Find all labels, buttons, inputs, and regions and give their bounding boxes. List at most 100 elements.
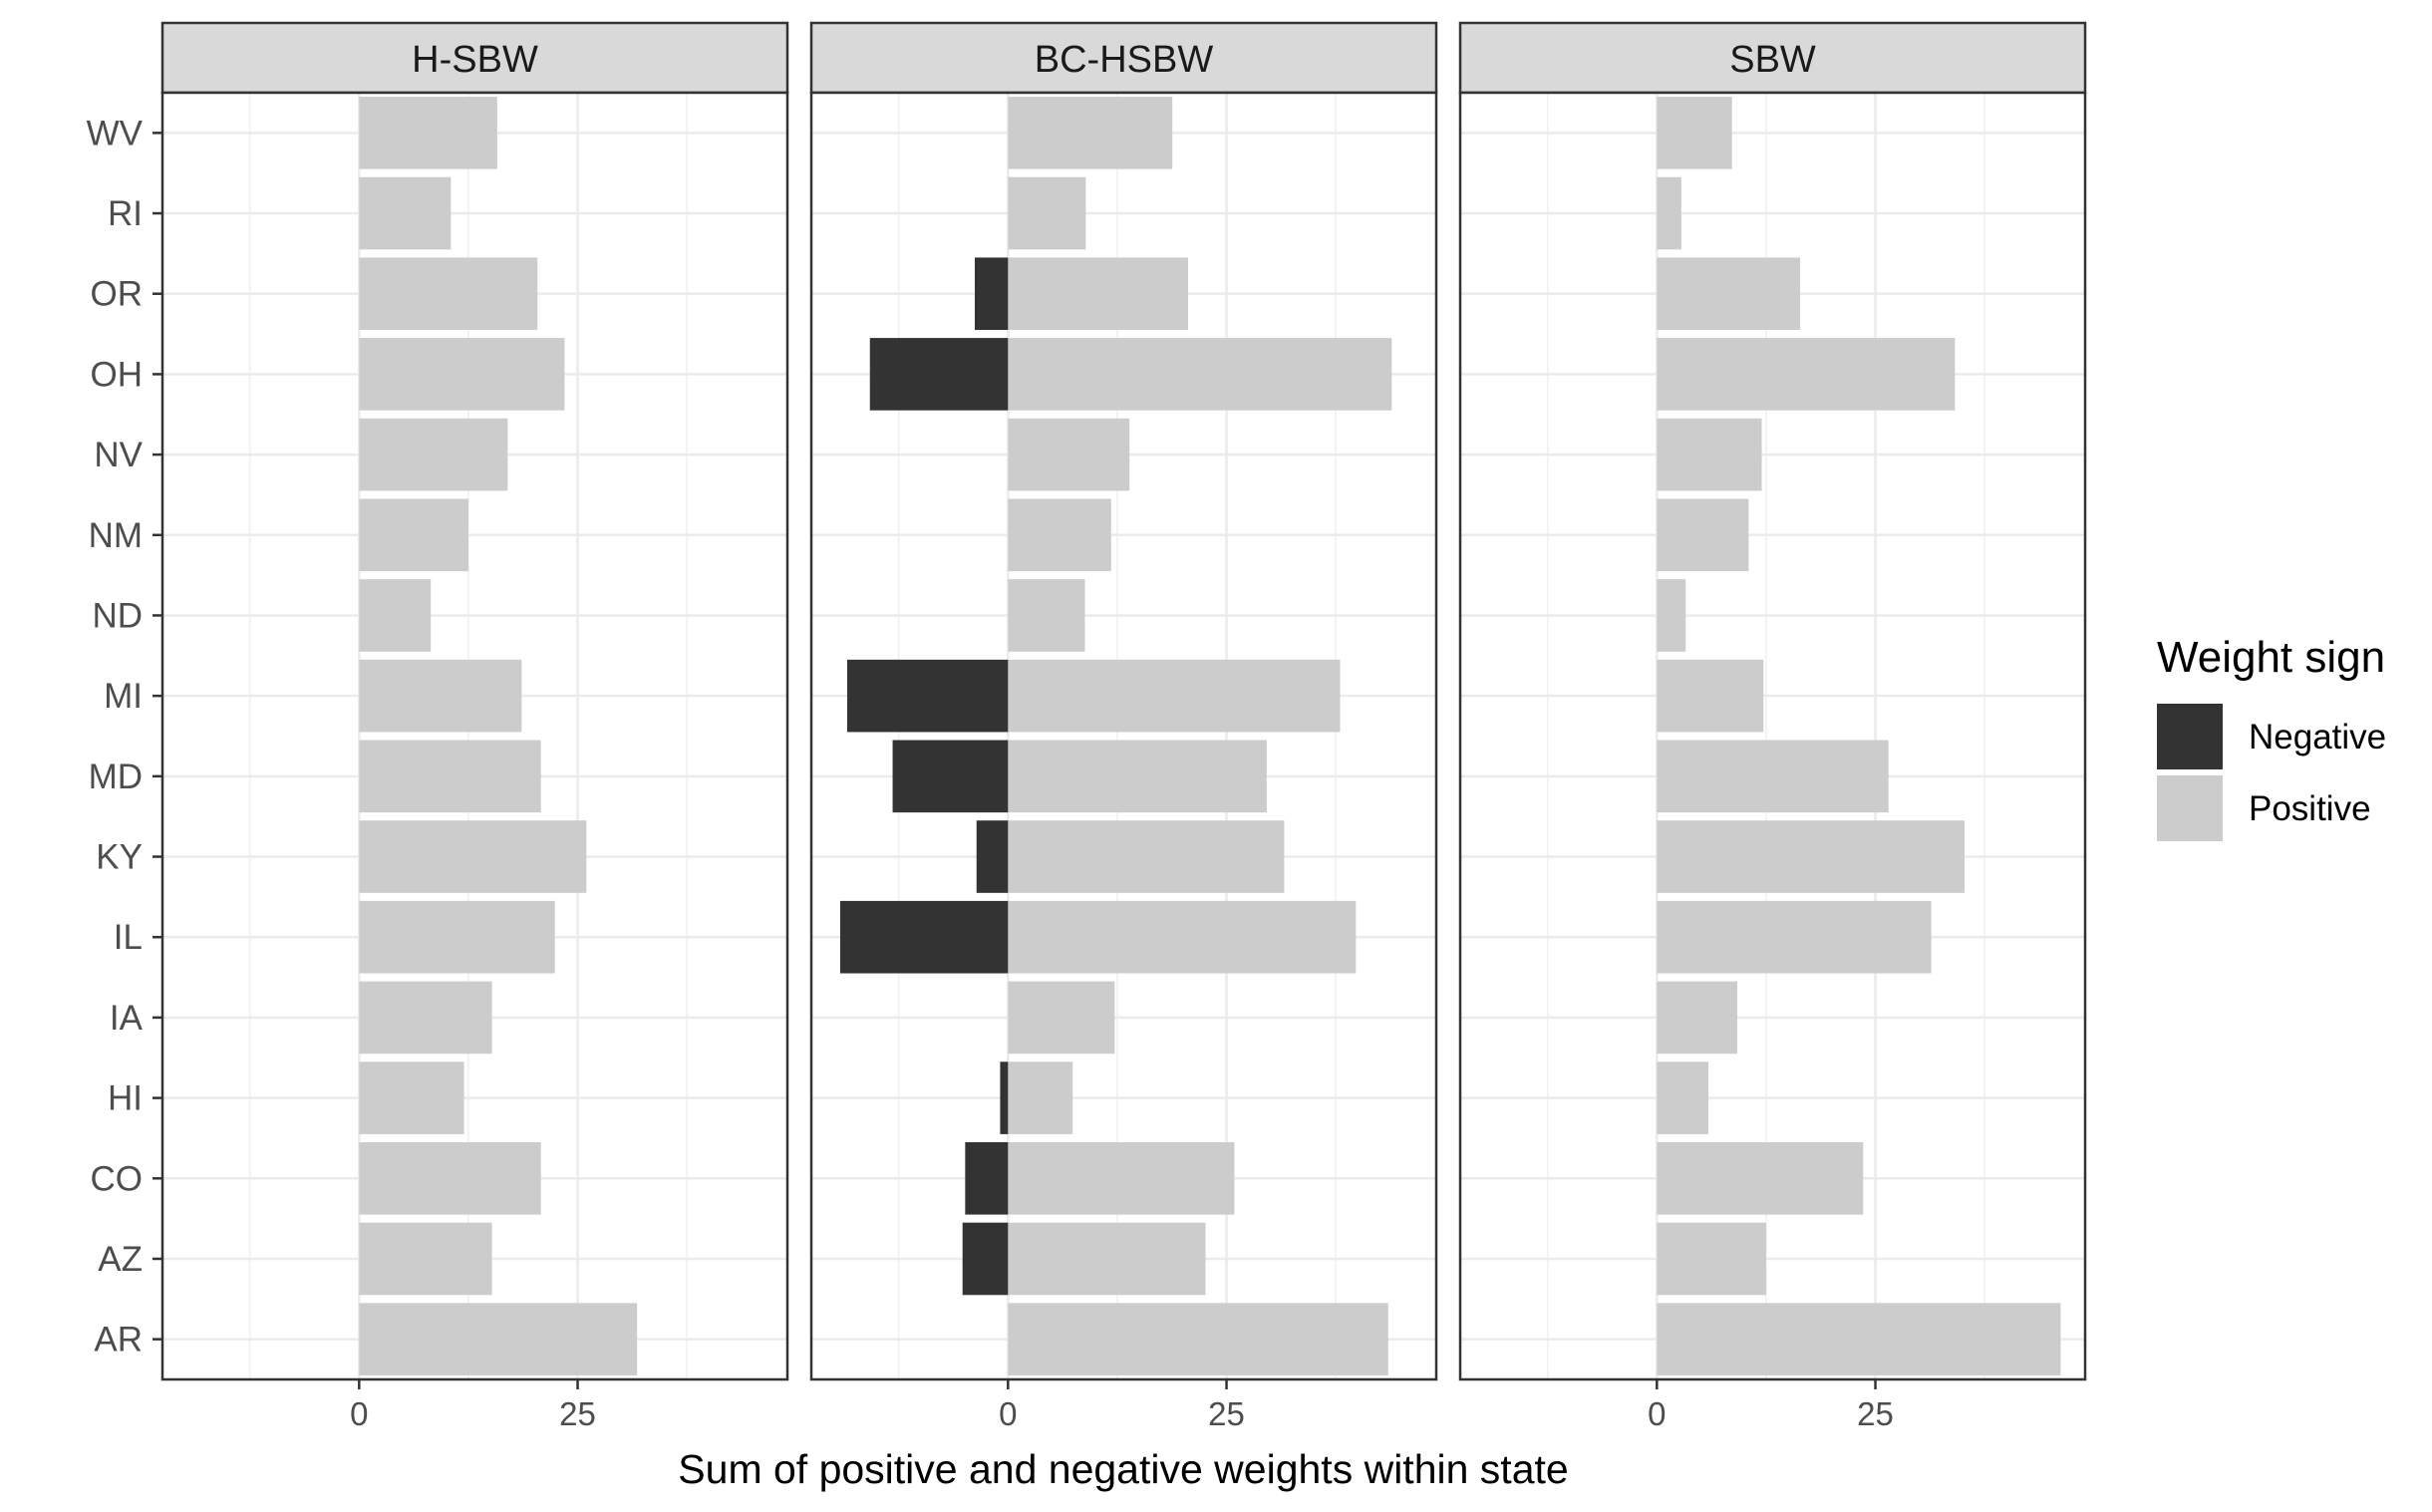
y-tick-label-md: MD <box>89 757 143 796</box>
facet-strip-bc-hsbw <box>809 21 1438 95</box>
bar-h-sbw-co-positive <box>359 1141 541 1215</box>
bar-sbw-oh-positive <box>1657 338 1956 411</box>
y-tick-label-ia: IA <box>110 999 144 1038</box>
panel-sbw: SBW <box>1458 21 2087 1381</box>
bar-bc-hsbw-hi-positive <box>1008 1061 1073 1134</box>
facet-label-bc-hsbw: BC-HSBW <box>1035 39 1214 81</box>
bar-bc-hsbw-hi-negative <box>1000 1061 1009 1134</box>
legend-title: Weight sign <box>2157 633 2385 682</box>
bar-h-sbw-md-positive <box>359 740 541 813</box>
legend-label-positive: Positive <box>2249 789 2371 828</box>
bar-bc-hsbw-wv-positive <box>1008 97 1173 169</box>
bar-bc-hsbw-il-negative <box>839 900 1009 974</box>
panel-bc-hsbw: BC-HSBW <box>809 21 1438 1381</box>
bar-bc-hsbw-or-negative <box>974 257 1009 331</box>
y-tick-label-ri: RI <box>108 194 143 233</box>
bar-sbw-ky-positive <box>1657 820 1965 893</box>
bar-h-sbw-nv-positive <box>359 418 508 491</box>
y-tick-label-co: CO <box>91 1159 144 1198</box>
bar-bc-hsbw-or-positive <box>1008 257 1188 331</box>
bar-bc-hsbw-oh-negative <box>869 338 1009 411</box>
bar-h-sbw-mi-positive <box>359 659 522 733</box>
y-tick-label-az: AZ <box>98 1240 143 1279</box>
legend-label-negative: Negative <box>2249 718 2386 756</box>
facet-strip-sbw <box>1458 21 2087 95</box>
y-tick-label-mi: MI <box>104 677 143 716</box>
bar-sbw-nd-positive <box>1657 579 1686 652</box>
bar-h-sbw-or-positive <box>359 257 538 331</box>
bar-bc-hsbw-ky-positive <box>1008 820 1285 893</box>
y-tick-label-wv: WV <box>87 114 144 152</box>
bar-h-sbw-nm-positive <box>359 498 468 572</box>
bar-sbw-nv-positive <box>1657 418 1762 491</box>
y-tick-label-oh: OH <box>91 355 144 394</box>
bar-h-sbw-ky-positive <box>359 820 587 893</box>
bar-bc-hsbw-oh-positive <box>1008 338 1392 411</box>
bar-sbw-hi-positive <box>1657 1061 1709 1134</box>
legend-key-negative <box>2157 704 2223 769</box>
bar-bc-hsbw-mi-positive <box>1008 659 1341 733</box>
panel-border <box>809 91 1438 1381</box>
bar-h-sbw-ar-positive <box>359 1303 638 1375</box>
y-tick-label-or: OR <box>91 275 144 314</box>
bar-sbw-il-positive <box>1657 900 1932 974</box>
bar-bc-hsbw-ia-positive <box>1008 981 1115 1055</box>
bar-bc-hsbw-az-positive <box>1008 1222 1206 1296</box>
panel-h-sbw: H-SBW <box>160 21 789 1381</box>
bar-bc-hsbw-az-negative <box>962 1222 1009 1296</box>
panel-border <box>1458 91 2087 1381</box>
facet-strip-h-sbw <box>160 21 789 95</box>
bar-bc-hsbw-co-negative <box>965 1141 1009 1215</box>
y-tick-label-hi: HI <box>108 1079 143 1118</box>
legend: Weight sign Negative Positive <box>2157 633 2386 841</box>
bar-h-sbw-az-positive <box>359 1222 492 1296</box>
bar-bc-hsbw-ky-negative <box>976 820 1009 893</box>
bar-sbw-md-positive <box>1657 740 1889 813</box>
y-tick-label-il: IL <box>114 918 143 957</box>
x-tick-label: 25 <box>1208 1395 1245 1432</box>
x-axis-title: Sum of positive and negative weights wit… <box>678 1446 1568 1492</box>
bar-sbw-co-positive <box>1657 1141 1864 1215</box>
y-tick-label-ar: AR <box>94 1321 143 1360</box>
x-tick-label: 0 <box>999 1395 1017 1432</box>
x-tick-label: 25 <box>559 1395 596 1432</box>
bar-sbw-ri-positive <box>1657 176 1681 250</box>
bar-h-sbw-ri-positive <box>359 176 452 250</box>
panel-border <box>160 91 789 1381</box>
bar-bc-hsbw-il-positive <box>1008 900 1357 974</box>
x-tick-label: 25 <box>1857 1395 1894 1432</box>
bar-sbw-or-positive <box>1657 257 1801 331</box>
legend-key-positive <box>2157 775 2223 841</box>
bar-bc-hsbw-md-positive <box>1008 740 1267 813</box>
bar-h-sbw-il-positive <box>359 900 555 974</box>
bar-bc-hsbw-mi-negative <box>846 659 1009 733</box>
facet-label-h-sbw: H-SBW <box>412 39 538 81</box>
bar-h-sbw-oh-positive <box>359 338 565 411</box>
y-tick-label-nd: ND <box>92 596 143 635</box>
y-tick-label-ky: KY <box>96 838 143 877</box>
bar-bc-hsbw-nm-positive <box>1008 498 1111 572</box>
bar-sbw-nm-positive <box>1657 498 1749 572</box>
y-tick-label-nv: NV <box>94 436 143 474</box>
y-tick-label-nm: NM <box>89 516 143 555</box>
bar-bc-hsbw-nv-positive <box>1008 418 1130 491</box>
bar-bc-hsbw-ar-positive <box>1008 1303 1388 1375</box>
bar-h-sbw-nd-positive <box>359 579 432 652</box>
bar-sbw-mi-positive <box>1657 659 1764 733</box>
bar-bc-hsbw-co-positive <box>1008 1141 1235 1215</box>
bar-sbw-wv-positive <box>1657 97 1732 169</box>
bar-sbw-az-positive <box>1657 1222 1766 1296</box>
bar-bc-hsbw-md-negative <box>892 740 1009 813</box>
bar-sbw-ar-positive <box>1657 1303 2061 1375</box>
facet-label-sbw: SBW <box>1729 39 1816 81</box>
bar-bc-hsbw-ri-positive <box>1008 176 1086 250</box>
bar-h-sbw-hi-positive <box>359 1061 464 1134</box>
x-tick-label: 0 <box>1648 1395 1666 1432</box>
bar-h-sbw-ia-positive <box>359 981 492 1055</box>
bar-h-sbw-wv-positive <box>359 97 497 169</box>
bar-bc-hsbw-nd-positive <box>1008 579 1085 652</box>
x-tick-label: 0 <box>350 1395 368 1432</box>
bar-sbw-ia-positive <box>1657 981 1737 1055</box>
